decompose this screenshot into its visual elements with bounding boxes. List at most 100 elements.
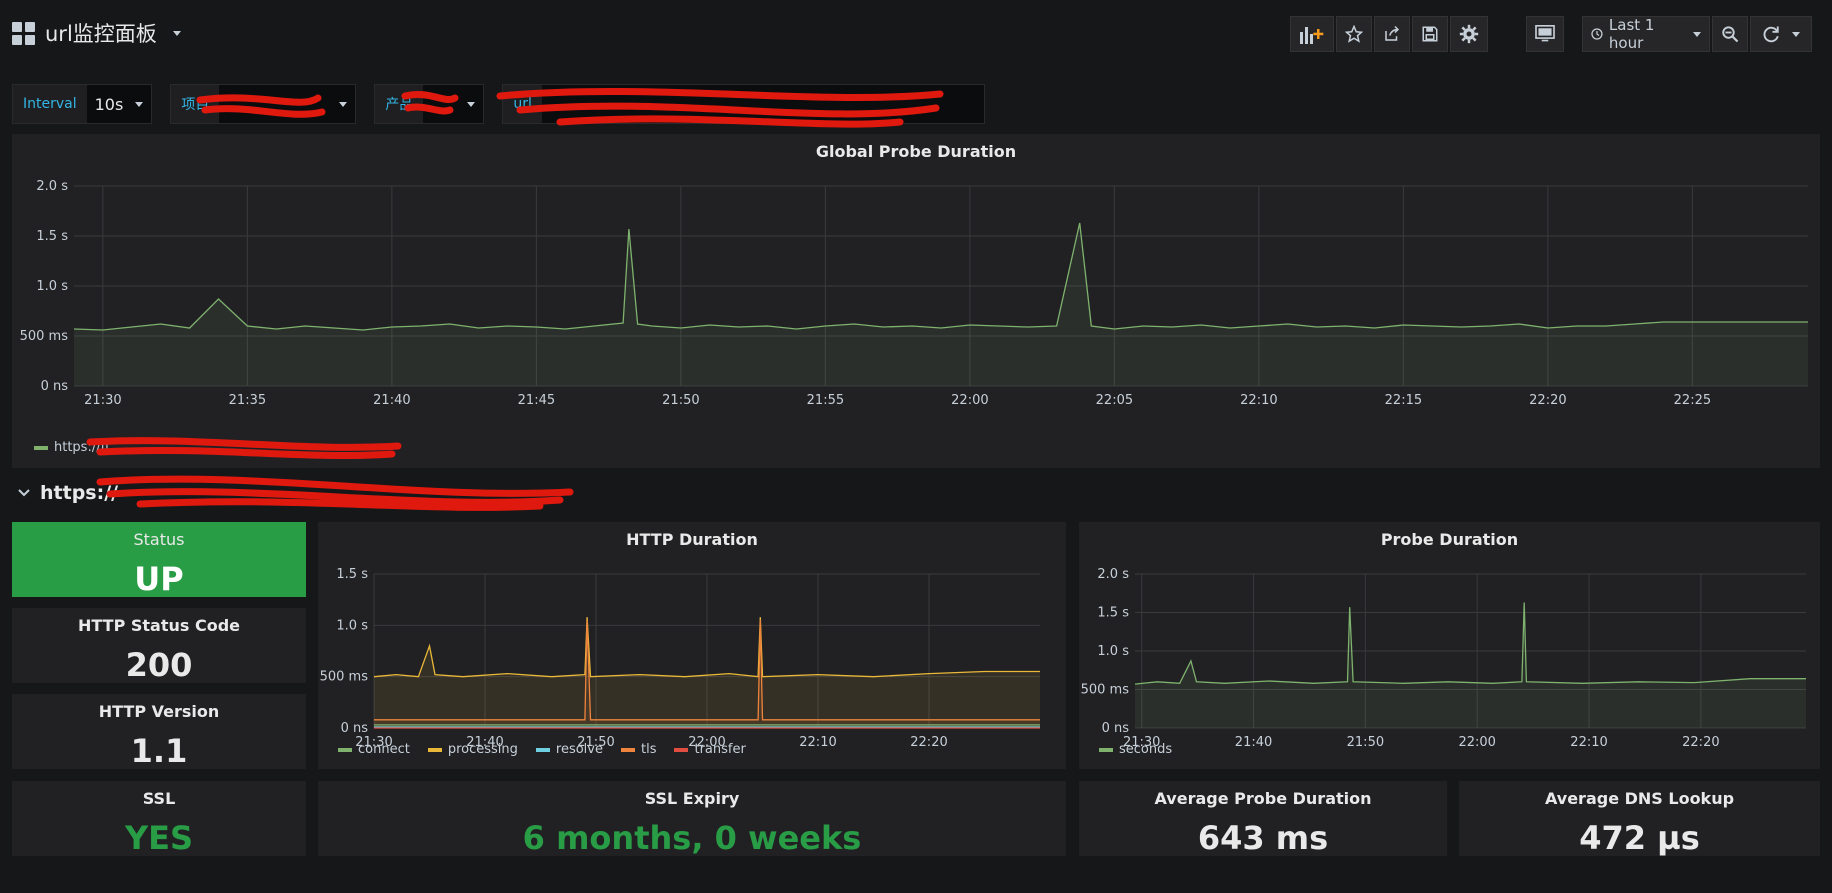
x-tick-label: 21:50 <box>662 393 699 408</box>
series-area-https---fj <box>74 223 1808 386</box>
y-tick-label: 0 ns <box>1102 721 1130 736</box>
legend-item[interactable]: resolve <box>535 742 603 757</box>
panel-title[interactable]: Average DNS Lookup <box>1544 789 1735 808</box>
legend-item[interactable]: tls <box>620 742 656 757</box>
project-select[interactable] <box>219 85 356 123</box>
zoom-out-button[interactable] <box>1712 16 1748 52</box>
save-icon <box>1422 26 1438 42</box>
variable-interval: Interval 10s <box>12 84 153 124</box>
variable-label: 产品 <box>375 85 424 123</box>
x-tick-label: 22:15 <box>1385 393 1422 408</box>
chevron-down-icon <box>18 489 30 497</box>
share-button[interactable] <box>1374 16 1410 52</box>
chevron-down-icon <box>1693 31 1701 37</box>
dashboard-picker[interactable]: url监控面板 <box>12 18 181 48</box>
http-duration-chart[interactable]: 0 ns 500 ms 1.0 s 1.5 s 21:30 21:40 21:50 22:00… <box>318 552 1066 752</box>
panel-title[interactable]: HTTP Duration <box>626 530 758 549</box>
average-dns-lookup-panel: Average DNS Lookup 472 µs <box>1459 781 1820 857</box>
probe-duration-panel: Probe Duration 0 ns 500 ms 1.0 s 1.5 s 2.0 s… <box>1079 522 1820 769</box>
ssl-expiry-value: 6 months, 0 weeks <box>522 819 862 857</box>
x-tick-label: 22:20 <box>1682 735 1719 750</box>
y-tick-label: 500 ms <box>320 670 369 685</box>
legend-item[interactable]: https://fj <box>34 440 109 455</box>
probe-duration-chart[interactable]: 0 ns 500 ms 1.0 s 1.5 s 2.0 s 21:30 21:40 21:50… <box>1079 552 1820 752</box>
variable-label: Interval <box>13 85 87 123</box>
legend-item[interactable]: processing <box>427 742 518 757</box>
star-button[interactable] <box>1336 16 1372 52</box>
panel-title[interactable]: Probe Duration <box>1380 530 1519 549</box>
variable-label: url <box>503 85 542 123</box>
save-button[interactable] <box>1412 16 1448 52</box>
legend-item[interactable]: connect <box>338 742 410 757</box>
legend-label: https://fj <box>54 440 109 455</box>
bar-chart-add-icon <box>1300 27 1324 44</box>
series-line-tls <box>374 620 1040 721</box>
legend-item[interactable]: transfer <box>674 742 746 757</box>
legend-swatch <box>34 445 48 450</box>
legend-label: transfer <box>694 742 746 757</box>
variable-project: 项目 <box>170 84 357 124</box>
template-variables: Interval 10s 项目 产品 url <box>12 84 985 124</box>
refresh-icon <box>1763 26 1779 43</box>
y-tick-label: 1.5 s <box>336 567 368 582</box>
legend-swatch <box>620 747 635 752</box>
global-probe-duration-chart[interactable]: 0 ns 500 ms 1.0 s 1.5 s 2.0 s 21:30 21:35 21:40… <box>12 154 1820 444</box>
settings-button[interactable] <box>1450 16 1488 52</box>
panel-title[interactable]: Status <box>133 530 185 549</box>
status-panel: Status UP <box>12 522 306 598</box>
legend-swatch <box>338 747 352 752</box>
x-tick-label: 21:50 <box>577 735 614 750</box>
panel-title[interactable]: HTTP Version <box>98 702 220 721</box>
panel-title[interactable]: HTTP Status Code <box>77 616 241 635</box>
x-tick-label: 21:40 <box>373 393 410 408</box>
y-tick-label: 1.0 s <box>1097 644 1129 659</box>
x-tick-label: 22:00 <box>688 735 725 750</box>
row-title: https:// <box>40 482 119 504</box>
y-tick-label: 0 ns <box>41 379 69 394</box>
average-probe-duration-value: 643 ms <box>1197 819 1329 857</box>
refresh-button[interactable] <box>1750 16 1812 52</box>
series-area-seconds <box>1135 602 1806 728</box>
panel-title[interactable]: SSL Expiry <box>644 789 740 808</box>
y-tick-label: 1.0 s <box>36 279 68 294</box>
legend-label: seconds <box>1119 742 1173 757</box>
variable-product: 产品 <box>374 84 485 124</box>
panel-title[interactable]: SSL <box>142 789 176 808</box>
x-tick-label: 22:00 <box>1458 735 1495 750</box>
panel-title[interactable]: Average Probe Duration <box>1154 789 1372 808</box>
tv-mode-button[interactable] <box>1526 16 1564 52</box>
url-input[interactable] <box>541 85 984 123</box>
x-tick-label: 22:10 <box>799 735 836 750</box>
ssl-panel: SSL YES <box>12 781 306 857</box>
share-icon <box>1385 25 1400 41</box>
y-tick-label: 0 ns <box>341 721 369 736</box>
x-tick-label: 21:50 <box>1347 735 1384 750</box>
ssl-expiry-panel: SSL Expiry 6 months, 0 weeks <box>318 781 1066 857</box>
x-tick-label: 22:10 <box>1240 393 1277 408</box>
monitor-icon <box>1535 25 1555 42</box>
row-header[interactable]: https:// <box>18 482 118 504</box>
x-tick-label: 21:30 <box>84 393 121 408</box>
clock-icon <box>1591 28 1603 40</box>
top-navbar: url监控面板 Last 1 hour <box>0 0 1832 70</box>
y-tick-label: 500 ms <box>20 329 69 344</box>
legend-swatch <box>674 747 689 752</box>
y-tick-label: 2.0 s <box>36 179 68 194</box>
legend-item[interactable]: seconds <box>1099 742 1172 757</box>
add-panel-button[interactable] <box>1290 16 1334 52</box>
panel-title[interactable]: Global Probe Duration <box>815 142 1017 161</box>
x-tick-label: 22:05 <box>1096 393 1133 408</box>
x-tick-label: 22:25 <box>1674 393 1711 408</box>
http-status-code-value: 200 <box>125 646 193 684</box>
chevron-down-icon <box>339 101 348 107</box>
x-tick-label: 21:45 <box>518 393 555 408</box>
y-tick-label: 1.5 s <box>1097 606 1129 621</box>
global-legend: https://fj <box>34 440 109 455</box>
x-tick-label: 21:30 <box>1123 735 1160 750</box>
interval-select[interactable]: 10s <box>86 85 152 123</box>
dashboard-title[interactable]: url监控面板 <box>45 22 157 46</box>
legend-label: resolve <box>555 742 603 757</box>
time-range-picker[interactable]: Last 1 hour <box>1582 16 1710 52</box>
product-select[interactable] <box>423 85 484 123</box>
y-tick-label: 1.0 s <box>336 618 368 633</box>
